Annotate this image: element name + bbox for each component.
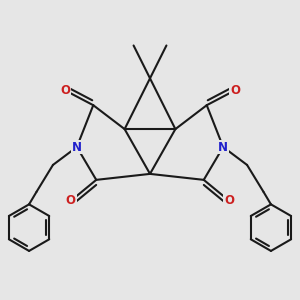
Text: O: O (230, 84, 240, 97)
Text: N: N (72, 140, 82, 154)
Text: N: N (218, 140, 228, 154)
Text: O: O (66, 194, 76, 207)
Text: O: O (224, 194, 234, 207)
Text: O: O (60, 84, 70, 97)
